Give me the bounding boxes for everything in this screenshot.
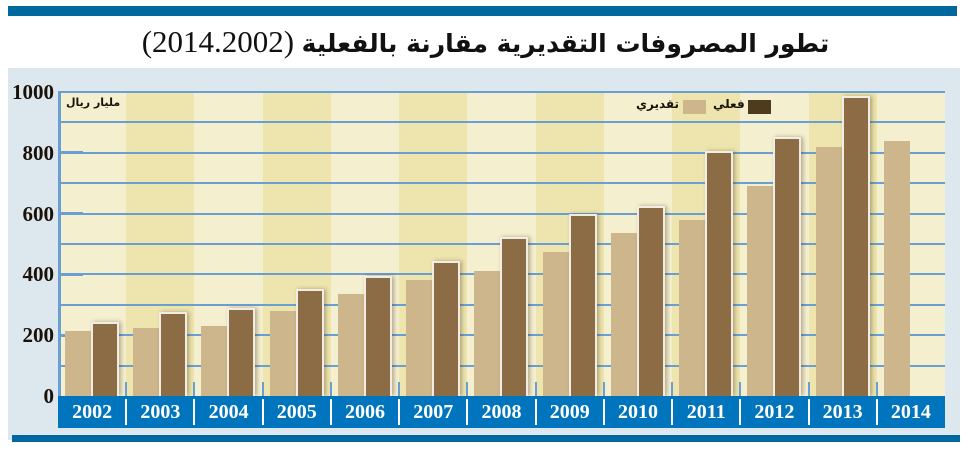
x-tick-label: 2003	[140, 401, 181, 423]
bar-actual	[91, 322, 119, 396]
x-axis-separator	[739, 399, 742, 425]
x-axis-separator	[125, 399, 128, 425]
x-tick-mark	[398, 382, 401, 396]
y-tick-mark	[61, 272, 83, 276]
x-tick-label: 2006	[345, 401, 386, 423]
x-tick-label: 2007	[413, 401, 454, 423]
x-tick-mark	[534, 382, 537, 396]
bar-estimated	[201, 326, 228, 396]
x-axis-separator	[329, 399, 332, 425]
x-axis-separator	[875, 399, 878, 425]
y-tick-label: 400	[22, 262, 55, 287]
bar-actual	[568, 213, 597, 396]
x-tick-label: 2008	[481, 401, 522, 423]
bar-actual	[295, 289, 324, 396]
bar-actual	[773, 136, 802, 396]
y-tick-mark	[61, 151, 83, 155]
chart-title: تطور المصروفات التقديرية مقارنة بالفعلية…	[0, 22, 971, 62]
x-axis-separator	[466, 399, 469, 425]
x-tick-mark	[261, 382, 264, 396]
x-tick-mark	[193, 382, 196, 396]
gridline	[61, 121, 945, 124]
legend-actual-label: فعلي	[713, 97, 745, 111]
bar-estimated	[406, 280, 433, 396]
x-tick-label: 2013	[822, 401, 863, 423]
bar-estimated	[474, 271, 501, 396]
x-tick-label: 2002	[72, 401, 113, 423]
bar-actual	[159, 312, 188, 396]
x-axis-band: 2002 2003 2004 2005 2006 2007 2008 2009 2010 2011…	[58, 396, 945, 428]
x-axis-separator	[602, 399, 605, 425]
x-axis-separator	[193, 399, 196, 425]
x-tick-label: 2014	[890, 401, 931, 423]
bar-estimated	[815, 146, 842, 396]
x-axis-separator	[261, 399, 264, 425]
x-tick-label: 2005	[276, 401, 317, 423]
x-tick-label: 2010	[617, 401, 658, 423]
gridline	[61, 182, 945, 185]
bar-estimated	[883, 140, 910, 396]
bar-estimated	[610, 233, 637, 396]
legend-estimated-label: تقديري	[636, 97, 680, 111]
x-tick-mark	[671, 382, 674, 396]
x-tick-mark	[466, 382, 469, 396]
bar-estimated	[679, 219, 706, 396]
bar-actual	[636, 205, 665, 396]
bar-estimated	[133, 328, 160, 396]
legend-actual-swatch	[748, 100, 771, 114]
x-tick-label: 2011	[686, 401, 726, 423]
bar-actual	[227, 308, 256, 396]
x-tick-mark	[329, 382, 332, 396]
plot-area	[58, 91, 945, 396]
y-tick-label: 800	[22, 140, 55, 165]
y-tick-label: 200	[22, 323, 55, 348]
bar-estimated	[542, 251, 569, 396]
chart-title-text: تطور المصروفات التقديرية مقارنة بالفعلية	[301, 29, 830, 58]
bar-estimated	[337, 294, 364, 396]
x-axis-separator	[807, 399, 810, 425]
bar-actual	[705, 150, 734, 396]
x-tick-label: 2012	[754, 401, 795, 423]
x-tick-mark	[739, 382, 742, 396]
bar-actual	[363, 276, 392, 396]
y-tick-mark	[61, 212, 83, 216]
bar-actual	[500, 236, 529, 396]
bar-actual	[841, 96, 870, 396]
bar-estimated	[269, 311, 296, 396]
x-tick-mark	[875, 382, 878, 396]
x-tick-label: 2009	[549, 401, 590, 423]
x-tick-mark	[602, 382, 605, 396]
footer-bottom-bar	[12, 435, 960, 442]
gridline	[61, 212, 945, 215]
header-top-bar	[8, 6, 957, 16]
x-axis-separator	[671, 399, 674, 425]
x-axis-separator	[398, 399, 401, 425]
y-tick-label: 600	[22, 201, 55, 226]
x-axis-separator	[534, 399, 537, 425]
bar-actual	[432, 260, 461, 396]
gridline	[61, 151, 945, 154]
y-tick-label: 0	[43, 384, 55, 408]
chart-title-years: (2014.2002)	[141, 24, 295, 59]
legend-estimated-swatch	[683, 100, 706, 114]
x-tick-label: 2004	[208, 401, 249, 423]
y-axis-unit-label: مليار ريال	[66, 96, 121, 109]
bar-estimated	[65, 331, 91, 396]
bar-estimated	[747, 186, 774, 396]
y-tick-label: 1000	[12, 80, 54, 104]
x-tick-mark	[125, 382, 128, 396]
x-tick-mark	[807, 382, 810, 396]
